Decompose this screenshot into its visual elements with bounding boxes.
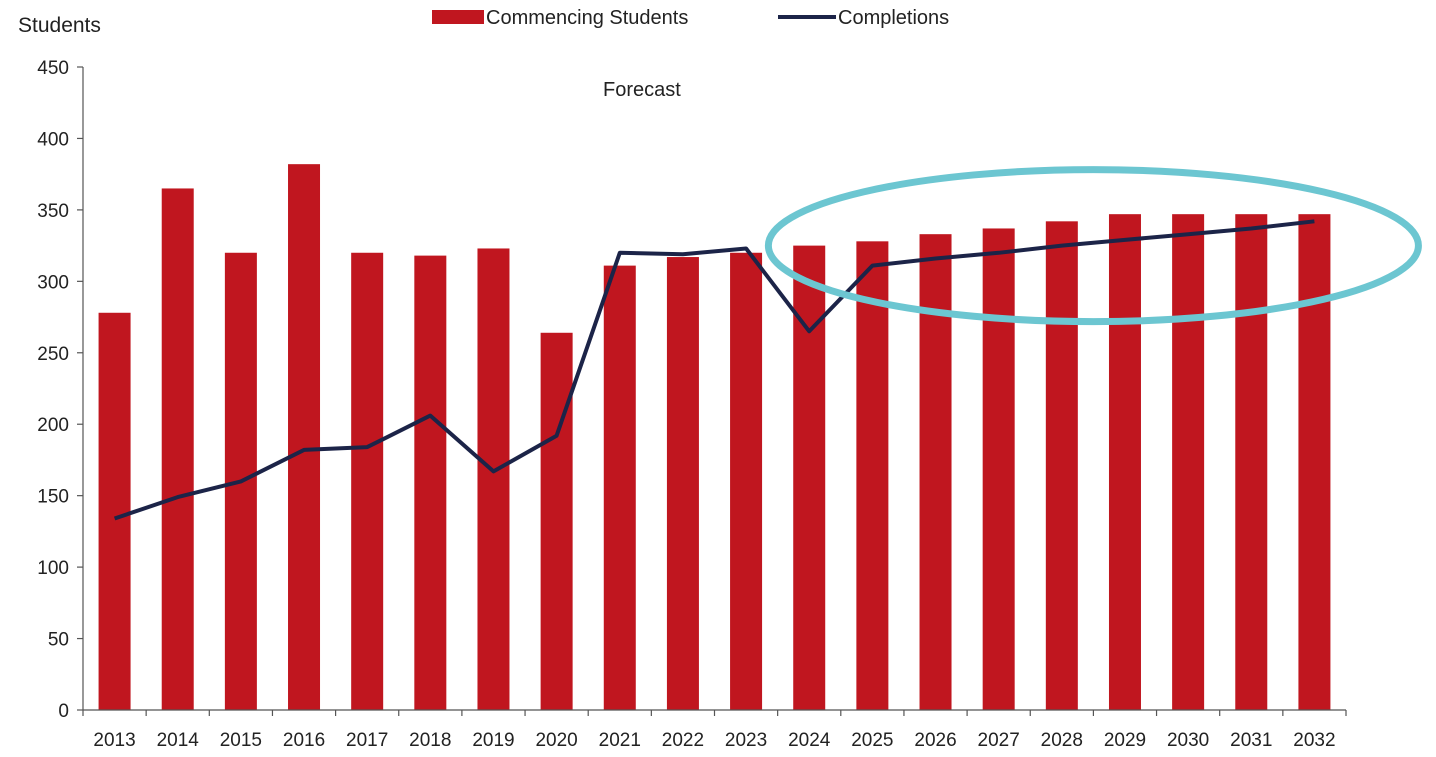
highlight-layer: [764, 166, 1422, 326]
x-tick-label: 2013: [93, 730, 135, 751]
x-tick-label: 2028: [1041, 730, 1083, 751]
x-tick-label: 2017: [346, 730, 388, 751]
x-tick-label: 2030: [1167, 730, 1209, 751]
x-tick-label: 2031: [1230, 730, 1272, 751]
forecast-annotation: Forecast: [603, 79, 681, 101]
bar: [98, 312, 131, 710]
x-tick-label: 2019: [472, 730, 514, 751]
bar: [477, 248, 510, 711]
legend-swatch-commencing-students: [432, 10, 484, 24]
completions-line: [113, 219, 1315, 521]
x-tick-label: 2027: [978, 730, 1020, 751]
x-tick-label: 2025: [851, 730, 893, 751]
y-tick-label: 300: [37, 272, 69, 293]
x-tick-label: 2018: [409, 730, 451, 751]
bar: [288, 164, 321, 711]
y-tick-label: 400: [37, 129, 69, 150]
bar: [414, 255, 447, 710]
y-tick-label: 0: [58, 701, 69, 722]
x-tick-label: 2029: [1104, 730, 1146, 751]
x-tick-label: 2020: [535, 730, 577, 751]
x-tick-label: 2026: [914, 730, 956, 751]
y-tick-label: 200: [37, 415, 69, 436]
bar: [1108, 214, 1141, 711]
bar: [1235, 214, 1268, 711]
x-tick-label: 2032: [1293, 730, 1335, 751]
line-series: [113, 219, 1315, 521]
bar: [730, 252, 763, 710]
bar: [161, 188, 194, 710]
y-axis: 0 50 100 150 200 250 300 350 400 450: [37, 58, 84, 722]
x-tick-label: 2015: [220, 730, 262, 751]
y-tick-label: 350: [37, 201, 69, 222]
bar: [666, 257, 699, 710]
legend-label-commencing-students: Commencing Students: [486, 7, 688, 29]
bar: [856, 241, 889, 710]
y-tick-label: 100: [37, 558, 69, 579]
y-tick-label: 150: [37, 487, 69, 508]
highlight-ellipse: [764, 166, 1422, 326]
bar: [1298, 214, 1331, 711]
x-tick-label: 2024: [788, 730, 831, 751]
x-tick-label: 2021: [599, 730, 641, 751]
y-tick-label: 450: [37, 58, 69, 79]
y-axis-label: Students: [18, 14, 101, 37]
bar-series: [98, 164, 1331, 711]
bar: [351, 252, 384, 710]
bar: [540, 332, 573, 710]
x-tick-label: 2023: [725, 730, 767, 751]
x-tick-label: 2014: [157, 730, 200, 751]
bar: [919, 234, 952, 710]
bar: [1172, 214, 1205, 711]
legend: Commencing Students Completions: [432, 7, 949, 29]
bar: [603, 265, 636, 710]
x-axis: 2013 2014 2015 2016 2017 2018 2019 2020 2021 2022…: [82, 709, 1347, 751]
legend-label-completions: Completions: [838, 7, 949, 29]
bar: [982, 228, 1015, 710]
y-tick-label: 250: [37, 344, 69, 365]
x-tick-label: 2016: [283, 730, 325, 751]
bar: [1045, 221, 1078, 710]
x-tick-label: 2022: [662, 730, 704, 751]
y-tick-label: 50: [48, 630, 69, 651]
